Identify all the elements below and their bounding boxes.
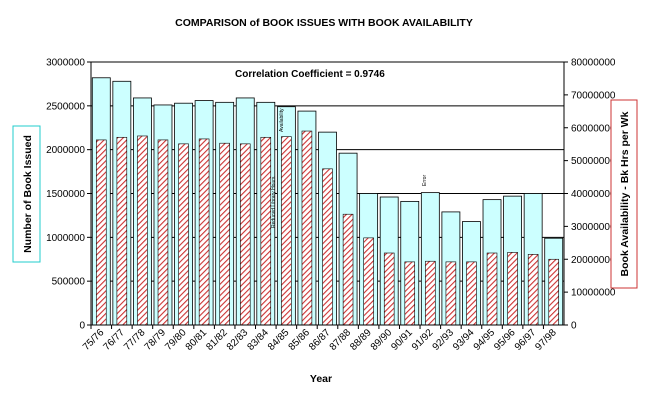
y2-axis-title: Book Availability - Bk Hrs per Wk xyxy=(610,99,638,289)
bar-book-availability xyxy=(96,139,107,326)
y2-tick-label: 10000000 xyxy=(571,288,616,299)
bar-book-availability xyxy=(425,260,436,326)
y-axis-ticks: 0 500000 1000000 1500000 2000000 2500000 30000… xyxy=(46,58,91,332)
y-tick-label: 3000000 xyxy=(46,58,85,69)
x-tick-label: 78/79 xyxy=(143,327,169,353)
bar-book-availability xyxy=(363,237,374,326)
bar-book-availability xyxy=(342,213,354,326)
x-tick-label: 89/90 xyxy=(369,327,395,353)
x-tick-label: 87/88 xyxy=(328,327,354,353)
y-tick-label: 0 xyxy=(79,321,85,332)
x-tick-label: 94/95 xyxy=(472,327,498,353)
correlation-annotation: Correlation Coefficient = 0.9746 xyxy=(235,69,385,80)
y2-tick-label: 70000000 xyxy=(571,90,616,101)
bar-book-availability xyxy=(116,136,128,326)
y-tick-label: 1500000 xyxy=(46,189,85,200)
bar-book-availability xyxy=(527,254,539,326)
y2-tick-label: 30000000 xyxy=(571,222,616,233)
x-tick-label: 95/96 xyxy=(492,327,518,353)
x-tick-label: 82/83 xyxy=(225,327,251,353)
x-tick-label: 97/98 xyxy=(533,327,559,353)
x-tick-label: 83/84 xyxy=(245,327,271,353)
availability-annotation: Availability xyxy=(279,108,285,132)
x-axis-label: Year xyxy=(310,373,332,385)
bar-book-availability xyxy=(157,139,169,326)
x-tick-label: 92/93 xyxy=(431,327,457,353)
y-tick-label: 2000000 xyxy=(46,145,85,156)
x-tick-label: 80/81 xyxy=(184,327,210,353)
bar-book-availability xyxy=(137,135,148,326)
bar-book-availability xyxy=(281,136,292,326)
bar-book-availability xyxy=(198,138,210,326)
bar-book-availability xyxy=(466,261,477,326)
bar-book-availability xyxy=(301,130,313,326)
x-tick-label: 85/86 xyxy=(287,327,313,353)
x-tick-label: 77/78 xyxy=(122,327,148,353)
x-tick-label: 76/77 xyxy=(101,327,127,353)
bar-book-availability xyxy=(486,252,498,326)
y2-tick-label: 60000000 xyxy=(571,123,616,134)
reduced-hours-annotation: Reduced Library Hours xyxy=(271,176,277,228)
bar-book-availability xyxy=(445,261,457,326)
x-tick-label: 90/91 xyxy=(389,327,415,353)
y2-tick-label: 20000000 xyxy=(571,255,616,266)
y-tick-label: 500000 xyxy=(52,277,86,288)
y2-axis-label: Book Availability - Bk Hrs per Wk xyxy=(619,111,631,276)
bar-book-availability xyxy=(178,143,189,326)
x-tick-label: 96/97 xyxy=(513,327,539,353)
y2-tick-label: 40000000 xyxy=(571,189,616,200)
x-tick-label: 88/89 xyxy=(348,327,374,353)
error-annotation: Error xyxy=(422,175,428,186)
bar-book-availability xyxy=(239,143,251,326)
bar-book-availability xyxy=(383,252,395,326)
x-tick-label: 84/85 xyxy=(266,327,292,353)
bar-book-availability xyxy=(404,261,416,326)
x-tick-label: 93/94 xyxy=(451,327,477,353)
x-axis-ticks: 75/7676/7777/7878/7979/8080/8181/8282/83… xyxy=(81,325,559,353)
y2-tick-label: 50000000 xyxy=(571,156,616,167)
x-tick-label: 91/92 xyxy=(410,327,436,353)
y2-tick-label: 80000000 xyxy=(571,58,616,69)
y-tick-label: 1000000 xyxy=(46,233,85,244)
bar-book-availability xyxy=(548,258,559,326)
bar-book-availability xyxy=(322,168,333,326)
bars xyxy=(91,77,564,326)
x-tick-label: 86/87 xyxy=(307,327,333,353)
bar-book-availability xyxy=(260,136,272,326)
y2-axis-ticks: 0 10000000 20000000 30000000 40000000 5000000… xyxy=(564,58,616,332)
y2-tick-label: 0 xyxy=(571,321,577,332)
x-tick-label: 79/80 xyxy=(163,327,189,353)
chart-title: COMPARISON of BOOK ISSUES WITH BOOK AVAI… xyxy=(175,17,473,29)
y-axis-label: Number of Book Issued xyxy=(22,135,34,253)
y-axis-title: Number of Book Issued xyxy=(12,125,41,263)
bar-book-availability xyxy=(507,252,518,326)
y-tick-label: 2500000 xyxy=(46,101,85,112)
x-tick-label: 81/82 xyxy=(204,327,230,353)
bar-book-availability xyxy=(219,142,230,326)
